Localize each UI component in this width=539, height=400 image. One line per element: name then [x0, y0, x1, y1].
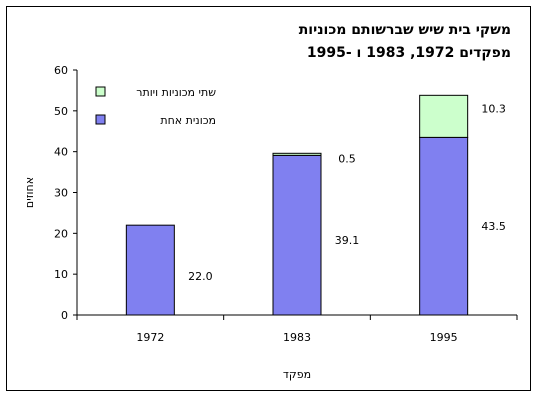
- bar-one-car-1995: [419, 136, 469, 316]
- x-axis-label: מפקד: [283, 368, 311, 381]
- x-tick-label: 1972: [136, 331, 164, 344]
- legend-swatch: [95, 86, 106, 97]
- bar-two-plus-1995: [419, 94, 469, 138]
- y-tick-label: 10: [54, 268, 68, 281]
- chart-title: משקי בית שיש שברשותם מכוניות: [298, 22, 511, 38]
- y-tick-label: 40: [54, 146, 68, 159]
- y-tick-label: 60: [54, 64, 68, 77]
- y-axis-label: אחוזים: [23, 177, 36, 208]
- bar-two-plus-1983: [272, 152, 322, 156]
- x-tick-label: 1995: [430, 331, 458, 344]
- chart-subtitle: מפקדים 1972, 1983 ו -1995: [306, 45, 511, 61]
- y-tick-label: 30: [54, 187, 68, 200]
- legend-swatch: [95, 114, 106, 125]
- data-label: 0.5: [338, 152, 356, 165]
- data-label: 10.3: [481, 102, 506, 115]
- data-label: 39.1: [335, 234, 360, 247]
- x-tick-label: 1983: [283, 331, 311, 344]
- bar-one-car-1983: [272, 154, 322, 316]
- data-label: 43.5: [481, 220, 506, 233]
- bar-one-car-1972: [125, 224, 175, 316]
- data-label: 22.0: [188, 270, 213, 283]
- y-tick-label: 50: [54, 105, 68, 118]
- y-tick-label: 20: [54, 227, 68, 240]
- legend-label: שתי מכוניות ויותר: [136, 86, 216, 99]
- y-tick-label: 0: [61, 309, 68, 322]
- legend-label: מכונית אחת: [160, 114, 216, 127]
